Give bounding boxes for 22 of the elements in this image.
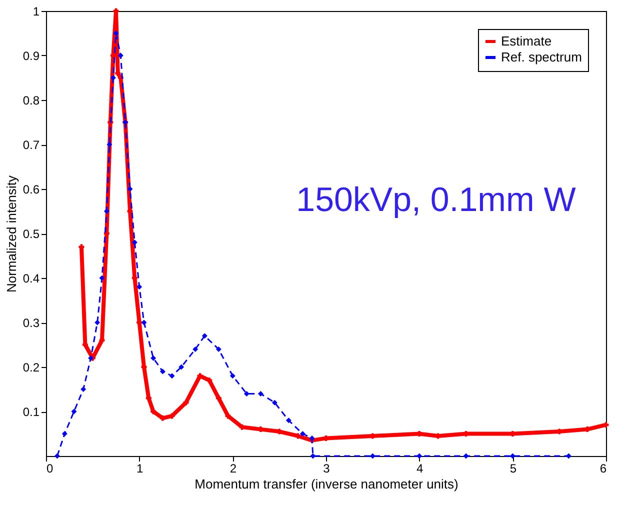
x-tick-label: 3 [323,462,330,476]
x-tick-label: 2 [230,462,237,476]
x-tick-label: 6 [600,462,607,476]
y-tick-label: 0.6 [22,182,40,196]
legend-label: Ref. spectrum [501,50,582,64]
y-tick-label: 0.7 [22,138,40,152]
y-tick-label: 0.3 [22,316,40,330]
annotation: 150kVp, 0.1mm W [296,181,576,219]
y-tick-label: 1 [32,4,40,18]
x-axis-title: Momentum transfer (inverse nanometer units) [194,476,458,492]
y-tick-label: 0.2 [22,360,40,374]
y-tick-label: 0.1 [22,405,40,419]
y-tick-label: 0.5 [22,227,40,241]
legend-label: Estimate [501,34,552,48]
x-tick-label: 4 [416,462,424,476]
x-tick-label: 5 [510,462,517,476]
y-tick-label: 0.4 [22,272,40,286]
y-axis-title: Normalized intensity [4,174,19,293]
y-tick-label: 0.9 [22,49,40,63]
x-tick-label: 0 [46,462,54,476]
y-tick-label: 0.8 [22,94,40,108]
x-tick-label: 1 [136,462,144,476]
